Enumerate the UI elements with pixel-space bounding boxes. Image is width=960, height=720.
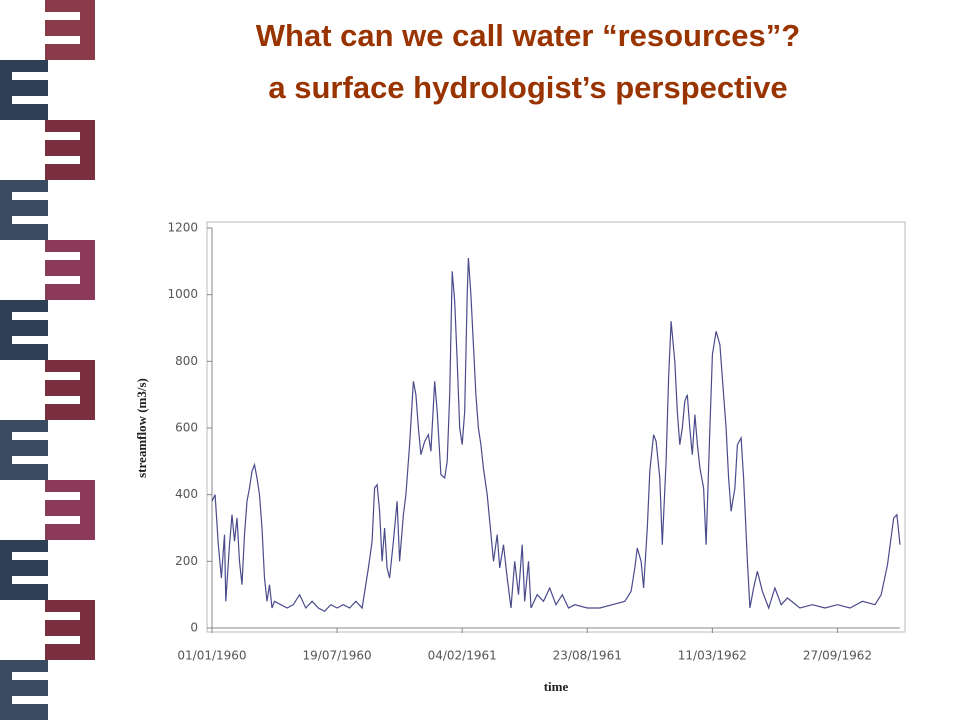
- streamflow-line: [211, 257, 901, 613]
- y-axis-label: streamflow (m3/s): [134, 378, 149, 478]
- x-tick-label: 27/09/1962: [803, 649, 872, 663]
- x-axis-label: time: [544, 679, 569, 694]
- x-tick-label: 11/03/1962: [678, 649, 747, 663]
- x-tick-label: 04/02/1961: [428, 649, 497, 663]
- y-tick-label: 1200: [167, 221, 198, 235]
- y-tick-label: 400: [175, 487, 198, 501]
- y-tick-label: 600: [175, 421, 198, 435]
- decoration: [0, 0, 95, 720]
- y-tick-label: 1000: [167, 287, 198, 301]
- y-tick-label: 800: [175, 354, 198, 368]
- x-tick-label: 01/01/1960: [177, 649, 246, 663]
- x-tick-label: 23/08/1961: [553, 649, 622, 663]
- x-tick-label: 19/07/1960: [303, 649, 372, 663]
- y-tick-label: 0: [190, 621, 198, 635]
- y-tick-label: 200: [175, 554, 198, 568]
- plot-frame: [206, 221, 906, 633]
- slide-title: a surface hydrologist’s perspective: [268, 70, 787, 105]
- slide-title: What can we call water “resources”?: [256, 18, 800, 53]
